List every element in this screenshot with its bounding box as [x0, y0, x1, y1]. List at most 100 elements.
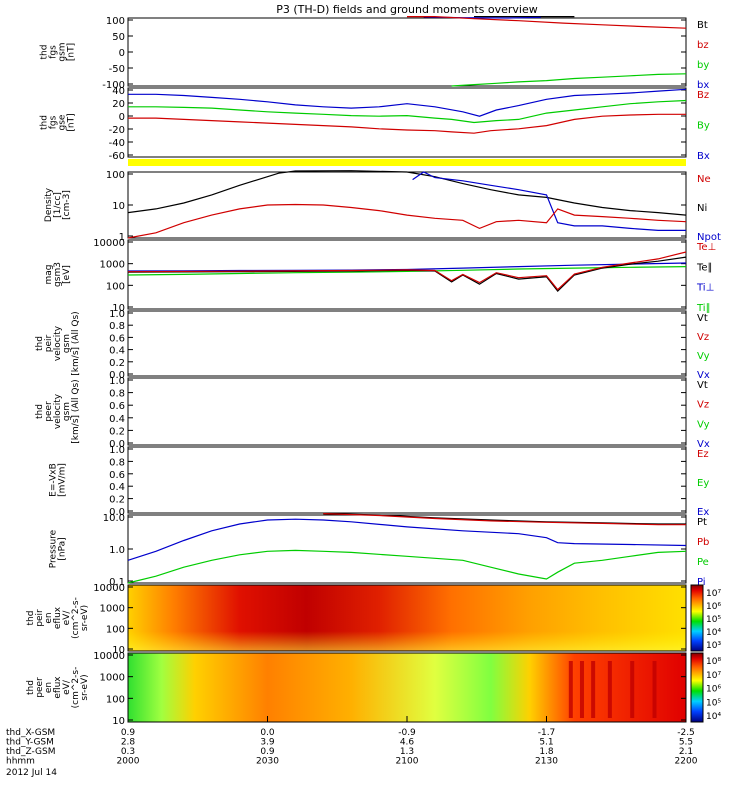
y-axis-label: thd [40, 45, 50, 60]
y-axis-label: Density [44, 187, 54, 222]
spectrogram-burst [579, 661, 584, 718]
panel-frame [127, 584, 687, 652]
y-tick-label: 0.1 [109, 577, 125, 588]
spectrogram [128, 653, 686, 722]
panel-frame [127, 17, 687, 87]
panel-frame [127, 171, 687, 239]
x-tick-label: 2130 [535, 757, 558, 767]
y-axis-label: [nT] [67, 43, 77, 61]
y-tick-label: 100 [106, 170, 125, 181]
y-tick-label: 40 [112, 86, 125, 97]
legend-entry: Vz [697, 400, 709, 411]
x-tick-label: 2030 [256, 757, 279, 767]
y-tick-label: 0.8 [109, 389, 125, 400]
y-axis-label: (cm^2-s- [71, 597, 81, 639]
colorbar-tick-label: 10⁶ [706, 602, 721, 612]
y-axis-label: [cm-3] [62, 190, 72, 220]
y-axis-label: [nT] [67, 113, 77, 131]
y-tick-label: 1000 [100, 260, 125, 271]
y-tick-label: 10.0 [103, 513, 125, 524]
legend-entry: Bz [697, 90, 709, 101]
y-tick-label: -60 [109, 151, 125, 162]
y-axis-label: gsm [58, 42, 68, 61]
panel-density [127, 170, 687, 239]
x-row-label: hhmm [6, 757, 35, 767]
y-axis-label: peer [44, 401, 54, 422]
x-tick-label: 2200 [675, 757, 698, 767]
y-tick-label: 10 [112, 716, 125, 727]
x-row-label: thd_Z-GSM [6, 747, 55, 757]
panel-peir_en_eflux [127, 584, 704, 652]
y-axis-label: en [44, 682, 54, 693]
legend-entry: Vy [697, 351, 710, 362]
x-row-label: thd_Y-GSM [6, 738, 54, 748]
spectrogram-burst [630, 661, 635, 718]
panel-fgs_gsm [127, 16, 687, 87]
y-axis-label: gsm [62, 334, 72, 353]
legend-entry: By [697, 121, 710, 132]
y-tick-label: 1.0 [109, 545, 125, 556]
series-line [127, 170, 687, 216]
y-tick-label: 0.4 [109, 482, 125, 493]
legend-entry: Vx [697, 439, 710, 450]
colorbar-tick-label: 10⁷ [706, 671, 721, 681]
x-tick-label: 0.3 [121, 747, 135, 757]
colorbar [690, 584, 704, 652]
x-tick-label: 1.3 [400, 747, 414, 757]
y-axis-label: thd [26, 680, 36, 695]
spectrogram-shade [128, 585, 686, 651]
colorbar-tick-label: 10³ [706, 641, 721, 651]
y-axis-label: E=-VxB [49, 463, 59, 497]
x-tick-label: 3.9 [260, 738, 275, 748]
y-axis-label: [km/s] (All Qs) [71, 311, 81, 375]
y-tick-label: 10000 [93, 651, 125, 662]
y-axis-label: thd [40, 115, 50, 130]
y-tick-label: 100 [106, 16, 125, 27]
spectrogram-burst [568, 661, 573, 718]
legend-entry: Ne [697, 174, 711, 185]
y-tick-label: 10000 [93, 583, 125, 594]
legend-entry: Vx [697, 370, 710, 381]
series-line [407, 16, 687, 29]
x-tick-label: 2.8 [121, 738, 136, 748]
y-tick-label: 1000 [100, 673, 125, 684]
y-axis-label: thd [35, 336, 45, 351]
y-axis-label: [mV/m] [58, 463, 68, 497]
series-line [451, 73, 687, 87]
y-axis-label: Pressure [49, 529, 59, 568]
y-axis-label: [eV] [62, 265, 72, 284]
legend-entry: Vz [697, 332, 709, 343]
series-line [127, 266, 687, 276]
legend-entry: Npot [697, 232, 721, 243]
legend-entry: Vt [697, 313, 708, 324]
y-tick-label: 20 [112, 99, 125, 110]
y-tick-label: 10 [112, 303, 125, 314]
colorbar [690, 652, 704, 723]
panel-frame [127, 514, 687, 584]
y-tick-label: 100 [106, 694, 125, 705]
x-tick-label: 5.1 [539, 738, 553, 748]
y-tick-label: 0 [119, 112, 125, 123]
panel-efield [127, 446, 687, 514]
y-tick-label: 0 [119, 48, 125, 59]
x-tick-label: 4.6 [400, 738, 415, 748]
panel-peir_velocity [127, 310, 687, 377]
series-line [127, 203, 687, 239]
y-tick-label: 1.0 [109, 309, 125, 320]
x-tick-label: 2100 [396, 757, 419, 767]
y-tick-label: 0.8 [109, 321, 125, 332]
colorbar-tick-label: 10⁶ [706, 685, 721, 695]
x-tick-label: -0.9 [398, 728, 416, 738]
y-axis-label: (cm^2-s- [71, 667, 81, 709]
panel-frame [127, 87, 687, 158]
y-tick-label: 10 [112, 201, 125, 212]
y-tick-label: 0.0 [109, 370, 125, 381]
y-axis-label: eflux [53, 676, 63, 699]
panel-frame [127, 377, 687, 446]
legend-entry: Te∥ [696, 262, 713, 273]
y-axis-label: thd [35, 404, 45, 419]
y-tick-label: 1000 [100, 604, 125, 615]
spectrogram-burst [607, 661, 612, 718]
